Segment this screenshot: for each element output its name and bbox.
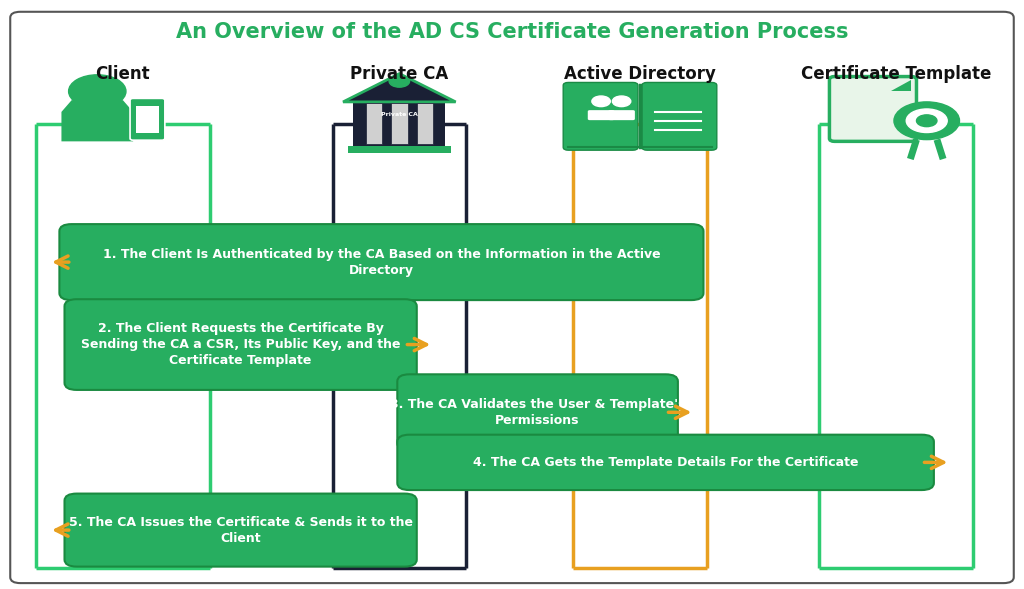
Circle shape: [906, 109, 947, 133]
Text: Private CA: Private CA: [381, 112, 418, 117]
Text: 5. The CA Issues the Certificate & Sends it to the
Client: 5. The CA Issues the Certificate & Sends…: [69, 515, 413, 545]
FancyBboxPatch shape: [136, 106, 159, 133]
FancyBboxPatch shape: [642, 82, 717, 150]
FancyBboxPatch shape: [59, 224, 703, 300]
FancyBboxPatch shape: [417, 103, 433, 144]
Circle shape: [592, 96, 610, 107]
FancyBboxPatch shape: [65, 299, 417, 390]
Text: 3. The CA Validates the User & Template's
Permissions: 3. The CA Validates the User & Template'…: [390, 398, 685, 427]
FancyBboxPatch shape: [130, 98, 165, 140]
Text: Private CA: Private CA: [350, 65, 449, 82]
FancyBboxPatch shape: [397, 375, 678, 451]
Circle shape: [69, 75, 126, 108]
FancyBboxPatch shape: [608, 110, 635, 120]
Circle shape: [612, 96, 631, 107]
FancyBboxPatch shape: [588, 110, 614, 120]
Text: Client: Client: [95, 65, 151, 82]
FancyBboxPatch shape: [348, 146, 451, 153]
Circle shape: [894, 102, 959, 140]
FancyBboxPatch shape: [391, 103, 408, 144]
FancyBboxPatch shape: [366, 103, 382, 144]
Text: 4. The CA Gets the Template Details For the Certificate: 4. The CA Gets the Template Details For …: [473, 456, 858, 469]
FancyBboxPatch shape: [353, 102, 445, 146]
FancyBboxPatch shape: [10, 12, 1014, 583]
Text: 1. The Client Is Authenticated by the CA Based on the Information in the Active
: 1. The Client Is Authenticated by the CA…: [102, 247, 660, 277]
Text: Active Directory: Active Directory: [564, 65, 716, 82]
Polygon shape: [343, 74, 456, 102]
Text: Certificate Template: Certificate Template: [801, 65, 991, 82]
FancyBboxPatch shape: [563, 82, 638, 150]
FancyBboxPatch shape: [65, 494, 417, 567]
Circle shape: [916, 115, 937, 127]
Circle shape: [389, 75, 410, 87]
Text: An Overview of the AD CS Certificate Generation Process: An Overview of the AD CS Certificate Gen…: [176, 22, 848, 42]
Text: 2. The Client Requests the Certificate By
Sending the CA a CSR, Its Public Key, : 2. The Client Requests the Certificate B…: [81, 322, 400, 367]
Polygon shape: [61, 100, 133, 141]
FancyBboxPatch shape: [829, 77, 916, 141]
Polygon shape: [891, 80, 911, 91]
FancyBboxPatch shape: [397, 435, 934, 490]
